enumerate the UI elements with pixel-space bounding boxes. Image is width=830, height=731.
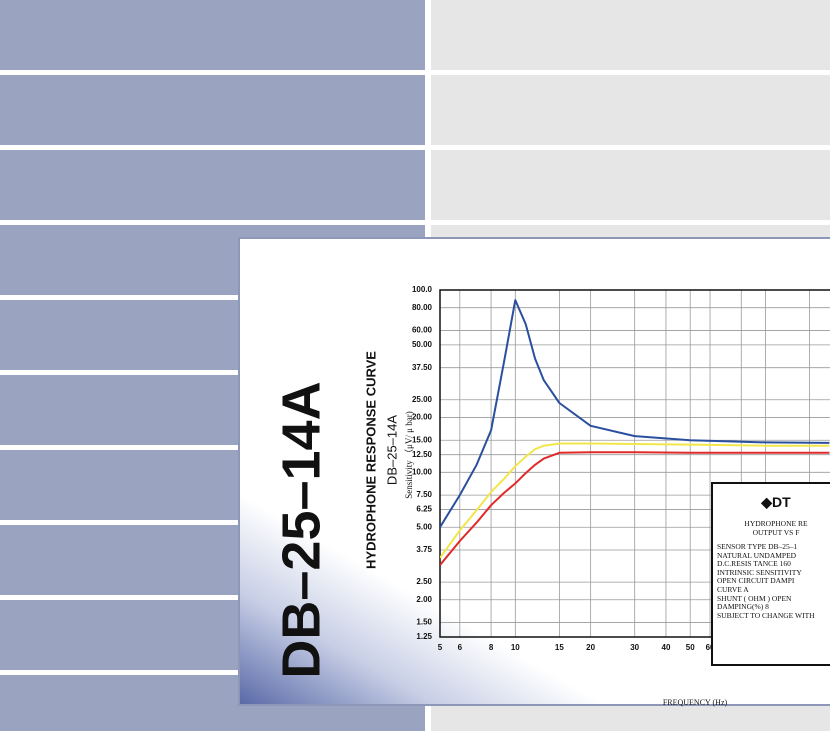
x-tick-label: 30 [630, 643, 639, 652]
response-curve [440, 451, 830, 566]
info-line: SENSOR TYPE DB–25–1 [717, 542, 798, 551]
y-tick-label: 20.00 [412, 413, 433, 422]
model-title: DB–25–14A [271, 381, 331, 678]
x-tick-label: 40 [662, 643, 671, 652]
y-tick-label: 37.50 [412, 363, 433, 372]
y-tick-label: 2.00 [416, 595, 432, 604]
y-tick-label: 1.50 [416, 618, 432, 627]
x-axis-label: FREQUENCY (Hz) [663, 698, 728, 707]
y-tick-label: 15.00 [412, 435, 433, 444]
y-tick-label: 2.50 [416, 577, 432, 586]
y-tick-label: 6.25 [416, 505, 432, 514]
y-tick-label: 60.00 [412, 326, 433, 335]
info-line: DAMPING(%) 8 [717, 602, 769, 612]
response-curve [440, 442, 830, 559]
info-heading: HYDROPHONE RE [744, 519, 808, 528]
y-tick-label: 25.00 [412, 395, 433, 404]
y-tick-label: 5.00 [416, 522, 432, 531]
x-tick-label: 15 [555, 643, 564, 652]
info-line: CURVE A [717, 584, 749, 594]
info-heading: OUTPUT VS F [752, 528, 800, 537]
y-tick-label: 12.50 [412, 450, 433, 459]
info-line: SUBJECT TO CHANGE WITH [717, 610, 815, 620]
x-tick-label: 10 [511, 643, 520, 652]
x-tick-label: 5 [438, 643, 443, 652]
info-line: SHUNT ( OHM ) OPEN [717, 593, 792, 603]
x-tick-label: 8 [489, 643, 494, 652]
plot-frame [439, 289, 830, 638]
info-line: INTRINSIC SENSITIVITY [717, 567, 802, 577]
y-tick-label: 7.50 [416, 490, 432, 499]
x-tick-label: 20 [586, 643, 595, 652]
y-tick-label: 100.0 [412, 285, 433, 294]
y-axis-label: Sensitivity （μV/ μ bar) [404, 411, 414, 498]
x-tick-label: 6 [458, 643, 463, 652]
y-tick-label: 50.00 [412, 340, 433, 349]
info-line: OPEN CIRCUIT DAMPI [717, 576, 795, 586]
y-tick-label: 1.25 [416, 632, 432, 641]
x-tick-label: 50 [686, 643, 695, 652]
y-tick-label: 10.00 [412, 467, 433, 476]
x-tick-label: 60 [706, 643, 715, 652]
response-curve [440, 299, 830, 528]
model-label: DB–25–14A [384, 415, 399, 485]
info-line: NATURAL UNDAMPED [717, 550, 797, 560]
info-line: D.C.RESIS TANCE 160 [717, 559, 791, 569]
y-tick-label: 3.75 [416, 545, 432, 554]
chart-subtitle: HYDROPHONE RESPONSE CURVE [363, 351, 378, 569]
y-tick-label: 80.00 [412, 303, 433, 312]
brand-logo: ◆DT [761, 494, 791, 510]
info-box: ◆DT HYDROPHONE RE OUTPUT VS F SENSOR TYPE… [711, 482, 830, 666]
